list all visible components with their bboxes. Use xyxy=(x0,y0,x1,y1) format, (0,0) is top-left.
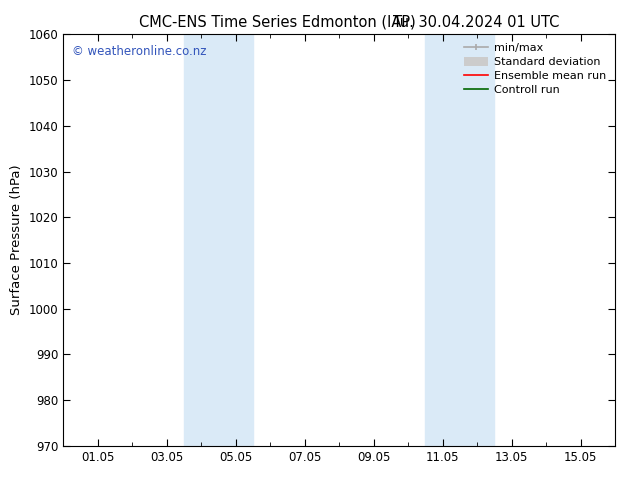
Title: CMC-ENS Time Series Edmonton (IAP)     Tu. 30.04.2024 01 UTC: CMC-ENS Time Series Edmonton (IAP) Tu. 3… xyxy=(0,489,1,490)
Text: Tu. 30.04.2024 01 UTC: Tu. 30.04.2024 01 UTC xyxy=(393,15,559,30)
Bar xyxy=(425,34,495,446)
Bar xyxy=(184,34,253,446)
Text: CMC-ENS Time Series Edmonton (IAP): CMC-ENS Time Series Edmonton (IAP) xyxy=(139,15,417,30)
Text: © weatheronline.co.nz: © weatheronline.co.nz xyxy=(72,45,206,58)
Y-axis label: Surface Pressure (hPa): Surface Pressure (hPa) xyxy=(10,165,23,316)
Legend: min/max, Standard deviation, Ensemble mean run, Controll run: min/max, Standard deviation, Ensemble me… xyxy=(460,40,609,98)
